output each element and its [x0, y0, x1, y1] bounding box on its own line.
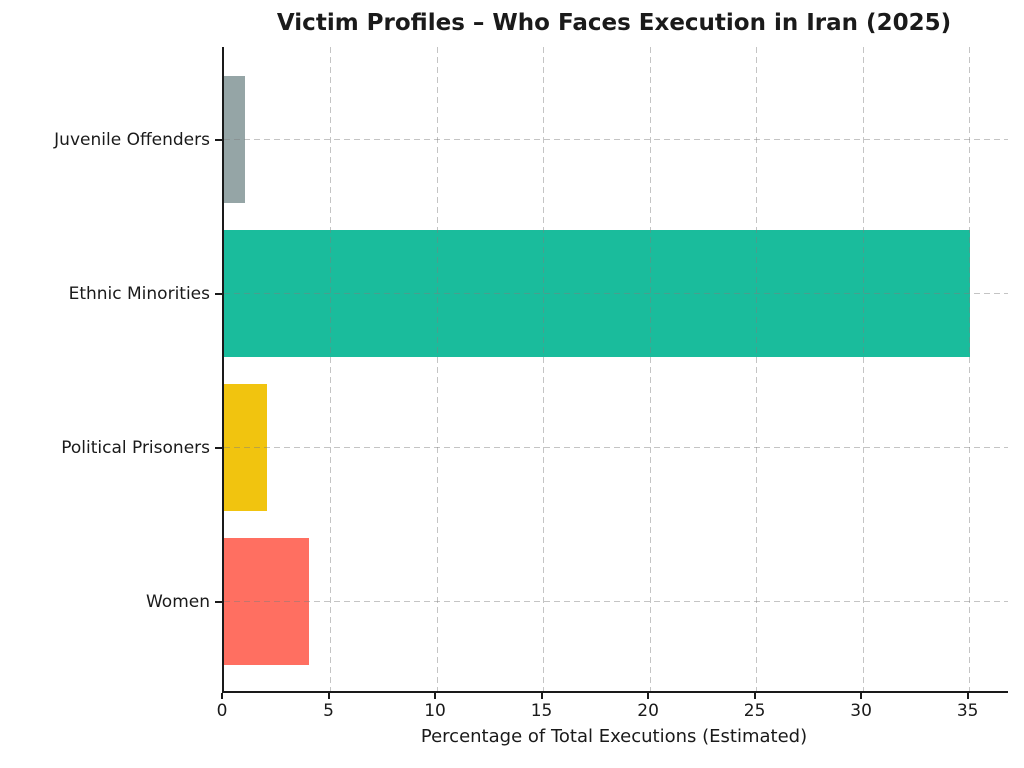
horizontal-gridline-juvenile-offenders: [224, 139, 1008, 140]
y-tick-label-ethnic-minorities: Ethnic Minorities: [68, 283, 210, 304]
x-tick-label-10: 10: [424, 701, 446, 721]
bar-juvenile-offenders: [224, 76, 246, 203]
vertical-gridline-20: [649, 47, 651, 691]
x-tick-mark-20: [647, 693, 650, 699]
x-tick-label-0: 0: [216, 701, 228, 721]
bar-ethnic-minorities: [224, 230, 970, 357]
x-tick-mark-5: [327, 693, 330, 699]
x-axis-label: Percentage of Total Executions (Estimate…: [420, 726, 808, 747]
bar-political-prisoners: [224, 384, 267, 511]
bar-women: [224, 538, 310, 665]
x-tick-label-5: 5: [323, 701, 334, 721]
x-tick-label-15: 15: [530, 701, 553, 721]
x-tick-label-35: 35: [956, 701, 979, 721]
y-tick-label-political-prisoners: Political Prisoners: [61, 437, 210, 458]
vertical-gridline-10: [436, 47, 438, 691]
x-tick-label-30: 30: [850, 701, 872, 721]
x-tick-mark-15: [540, 693, 543, 699]
y-tick-mark-political-prisoners: [215, 446, 222, 449]
x-tick-label-25: 25: [743, 701, 766, 721]
x-tick-mark-25: [753, 693, 756, 699]
horizontal-gridline-women: [224, 601, 1008, 602]
y-tick-mark-ethnic-minorities: [215, 292, 222, 295]
y-tick-label-juvenile-offenders: Juvenile Offenders: [54, 129, 210, 150]
vertical-gridline-30: [862, 47, 864, 691]
horizontal-gridline-political-prisoners: [224, 447, 1008, 448]
x-tick-mark-35: [966, 693, 969, 699]
vertical-gridline-35: [969, 47, 971, 691]
y-tick-mark-juvenile-offenders: [215, 138, 222, 141]
plot-area: [222, 47, 1008, 693]
x-tick-mark-30: [860, 693, 863, 699]
x-tick-label-20: 20: [637, 701, 659, 721]
vertical-gridline-5: [330, 47, 332, 691]
x-tick-mark-0: [221, 693, 223, 699]
y-tick-mark-women: [215, 600, 222, 603]
vertical-gridline-25: [756, 47, 758, 691]
horizontal-gridline-ethnic-minorities: [224, 293, 1008, 294]
vertical-gridline-15: [543, 47, 545, 691]
chart-title: Victim Profiles – Who Faces Execution in…: [276, 10, 952, 36]
x-tick-mark-10: [434, 693, 437, 699]
y-tick-label-women: Women: [145, 591, 210, 612]
